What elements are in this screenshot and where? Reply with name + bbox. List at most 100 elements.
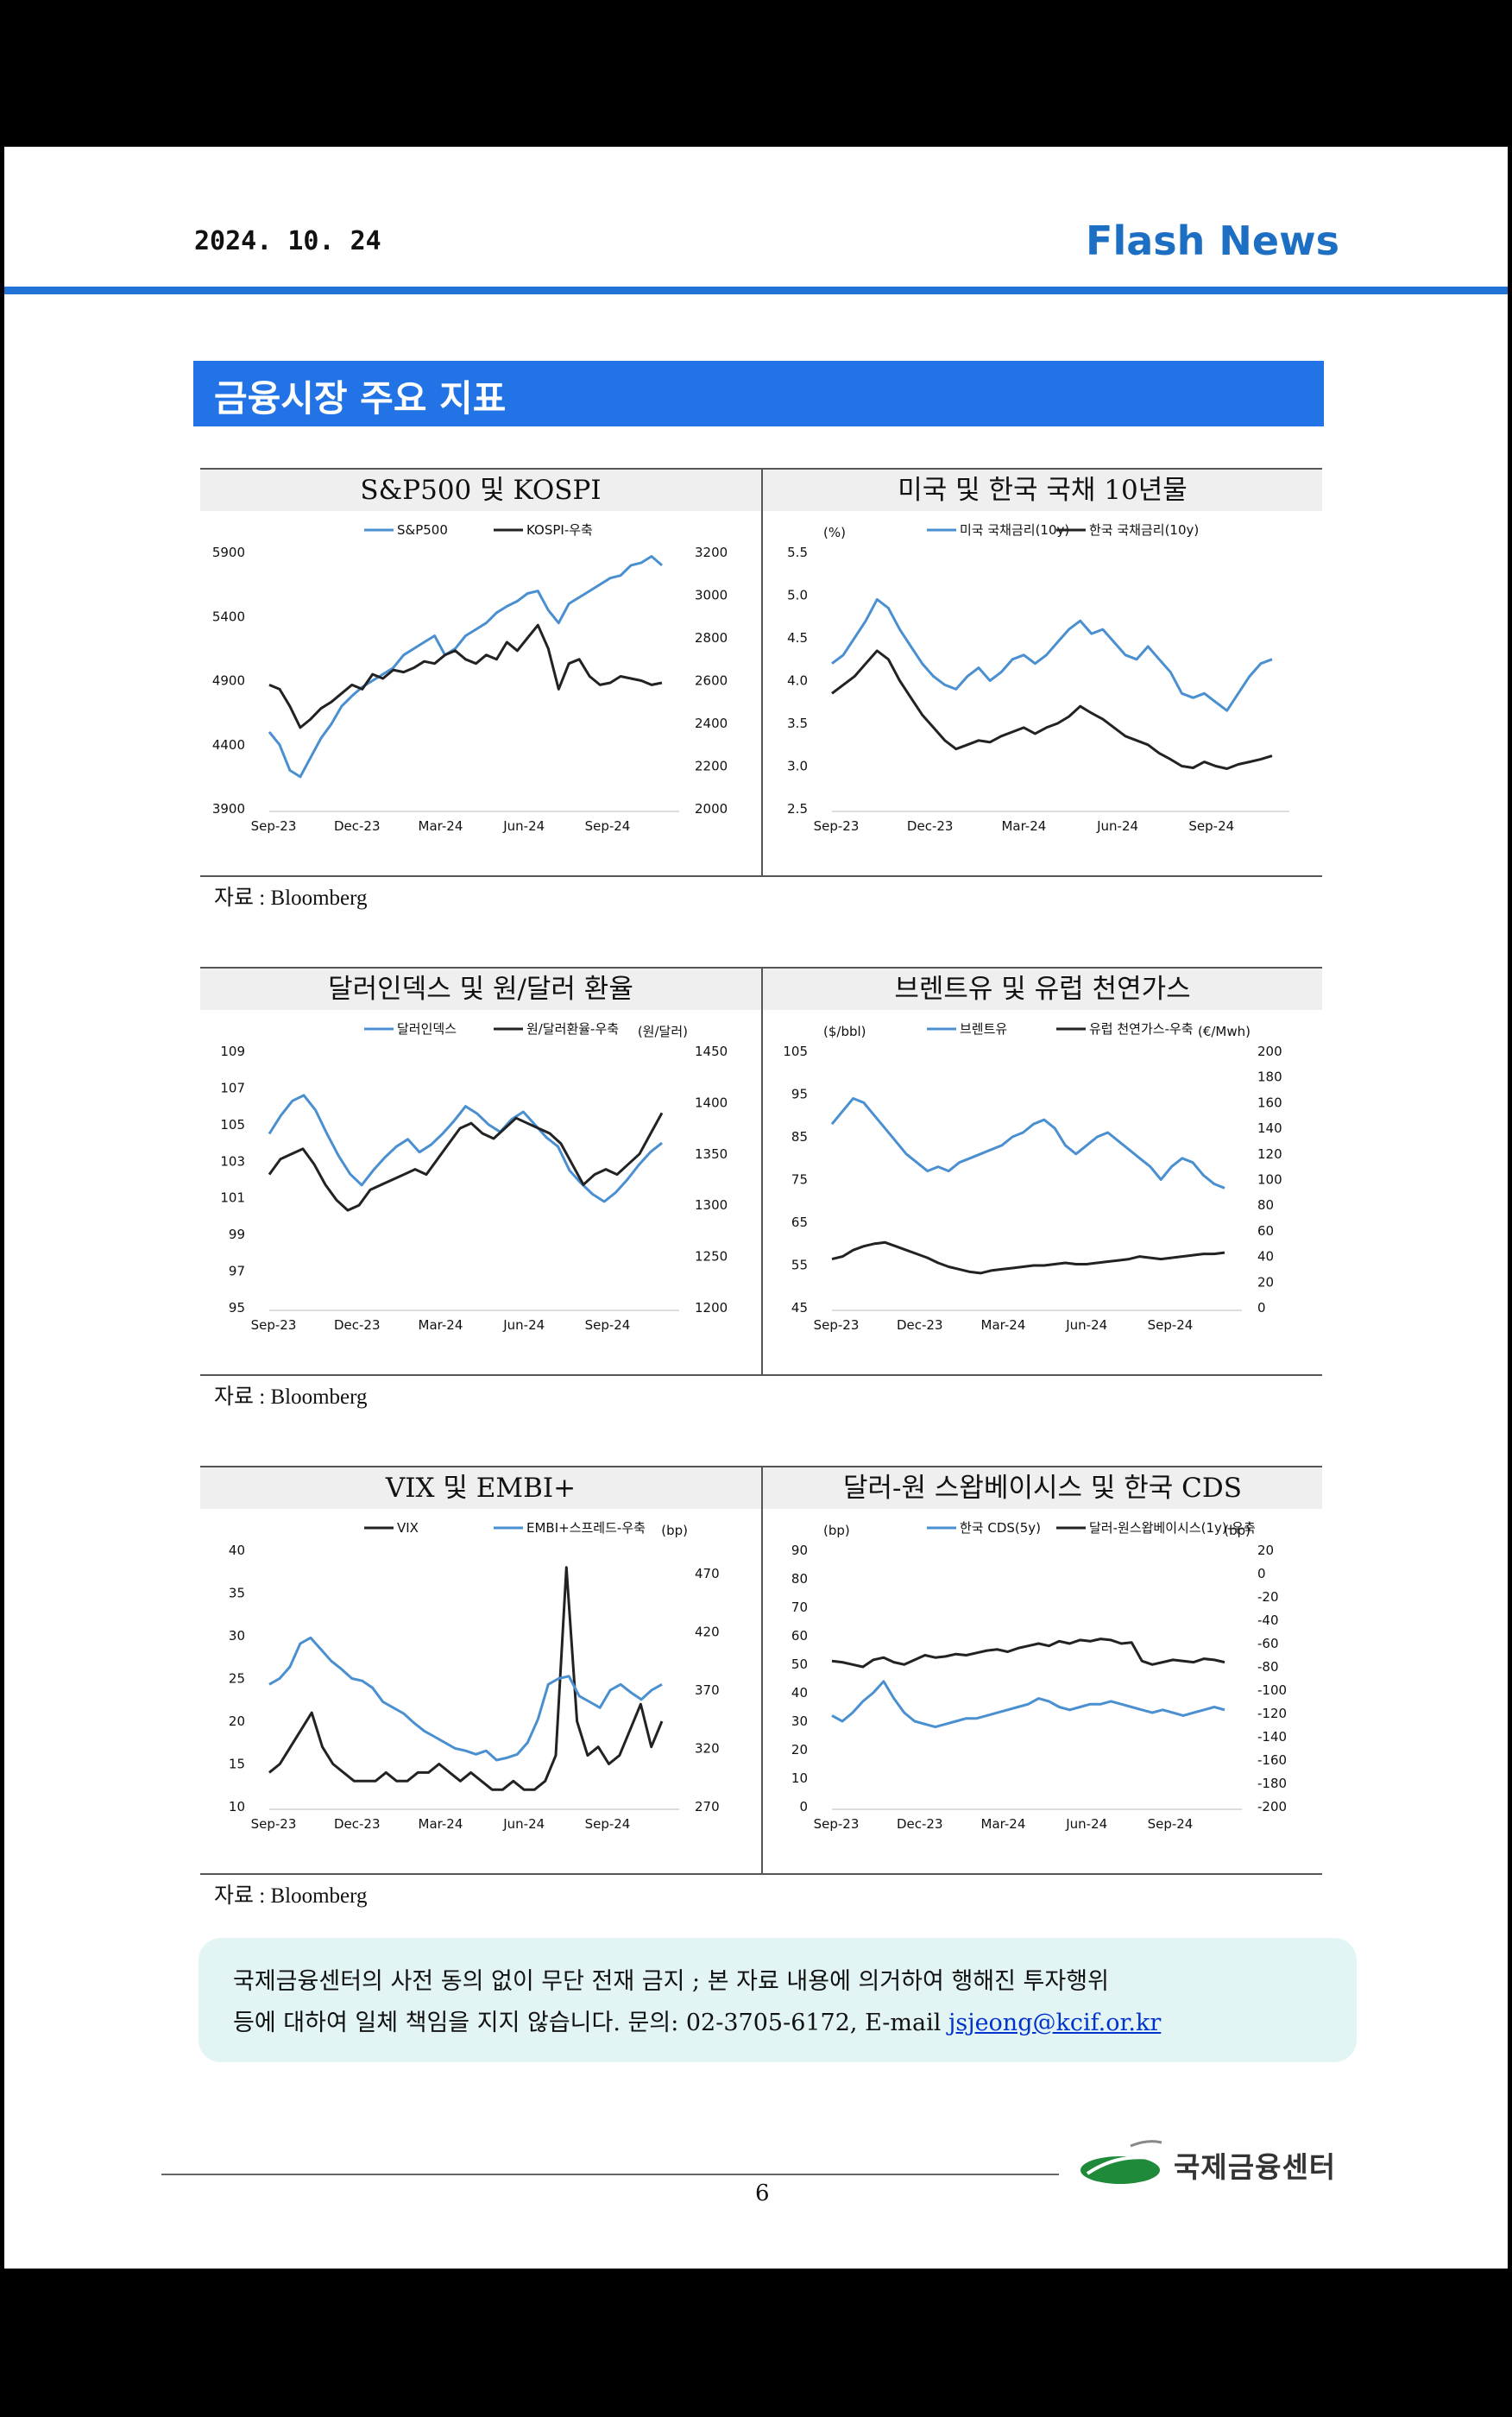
y-axis-tick: 10 (791, 1770, 808, 1786)
y-axis-tick: 5400 (212, 609, 245, 624)
x-axis-tick: Jun-24 (502, 1317, 545, 1333)
page-number: 6 (755, 2180, 770, 2206)
y2-axis-tick: 60 (1257, 1223, 1274, 1239)
contact-email-link[interactable]: jsjeong@kcif.or.kr (948, 2010, 1162, 2036)
legend-entry: KOSPI-우축 (526, 522, 593, 538)
y2-axis-tick: 470 (695, 1566, 720, 1581)
y-axis-tick: 5900 (212, 545, 245, 560)
series-line (831, 1240, 1225, 1275)
y2-axis-tick: -40 (1257, 1612, 1279, 1628)
y2-axis-tick: -120 (1257, 1706, 1287, 1721)
series-line (831, 1638, 1225, 1669)
x-axis-tick: Sep-23 (251, 818, 297, 834)
y-axis-tick: 40 (229, 1543, 245, 1558)
chart-vix-embi: 40 35 30 25 20 15 10 470 420 370 320 270 (bp) Sep-23 D… (229, 1520, 720, 1832)
header-rule (4, 287, 1508, 294)
y-axis-tick: 3.0 (787, 759, 808, 774)
x-axis-tick: Dec-23 (334, 1816, 381, 1832)
series-line (268, 1636, 663, 1762)
x-axis-tick: Dec-23 (334, 818, 381, 834)
chart-panel-dollar-index-krw: 달러인덱스 및 원/달러 환율 109 107 105 103 101 99 97 95 145… (200, 969, 761, 1374)
y2-axis-unit: (원/달러) (638, 1024, 688, 1039)
chart-bond-10y: 5.5 5.0 4.5 4.0 3.5 3.0 2.5 (%) Sep-23 Dec-23 Mar-… (787, 522, 1289, 834)
x-axis-tick: Sep-24 (1188, 818, 1234, 834)
y2-axis-tick: -20 (1257, 1589, 1279, 1605)
source-note: 자료 : Bloomberg (214, 1884, 368, 1908)
y2-axis-tick: 1200 (695, 1300, 728, 1316)
y2-axis-unit: (€/Mwh) (1198, 1024, 1251, 1039)
y-axis-tick: 40 (791, 1685, 808, 1701)
y-axis-tick: 101 (220, 1190, 245, 1206)
legend-entry: 한국 CDS(5y) (960, 1520, 1041, 1536)
y-axis-tick: 97 (229, 1264, 245, 1279)
y2-axis-tick: -80 (1257, 1659, 1279, 1675)
y-axis-tick: 50 (791, 1657, 808, 1672)
y2-axis-tick: 200 (1257, 1044, 1282, 1059)
x-axis-tick: Mar-24 (419, 1816, 463, 1832)
legend-entry: 달러-원스왑베이시스(1y)-우축 (1089, 1520, 1256, 1536)
y2-axis-tick: 2000 (695, 801, 728, 817)
y2-axis-tick: -160 (1257, 1752, 1287, 1768)
y2-axis-tick: 1300 (695, 1197, 728, 1213)
x-axis-tick: Jun-24 (502, 818, 545, 834)
y-axis-tick: 99 (229, 1227, 245, 1242)
legend-entry: S&P500 (397, 522, 448, 538)
y-axis-tick: 90 (791, 1543, 808, 1558)
chart-panel-bond-10y: 미국 및 한국 국채 10년물 5.5 5.0 4.5 4.0 3.5 3.0 2.5 (%)… (763, 470, 1322, 875)
x-axis-tick: Dec-23 (334, 1317, 381, 1333)
panel-divider (761, 969, 763, 1374)
chart-title: 미국 및 한국 국채 10년물 (763, 470, 1322, 511)
x-axis-tick: Dec-23 (897, 1317, 943, 1333)
y-axis-tick: 80 (791, 1571, 808, 1587)
y-axis-tick: 35 (229, 1586, 245, 1601)
x-axis-tick: Sep-24 (585, 1317, 631, 1333)
disclaimer-text: 등에 대하여 일체 책임을 지지 않습니다. 문의: 02-3705-6172,… (233, 2010, 948, 2036)
section-header: 금융시장 주요 지표 (193, 361, 1324, 426)
chart-panel-vix-embi: VIX 및 EMBI+ 40 35 30 25 20 15 10 470 420 370 320 27… (200, 1467, 761, 1873)
y2-axis-tick: 3000 (695, 588, 728, 603)
chart-row-3: VIX 및 EMBI+ 40 35 30 25 20 15 10 470 420 370 320 27… (200, 1466, 1322, 1875)
legend-entry: VIX (397, 1520, 419, 1536)
series-line (268, 1566, 664, 1791)
y2-axis-tick: 180 (1257, 1070, 1282, 1085)
y-axis-unit: (bp) (823, 1523, 850, 1538)
chart-swap-cds: 90 80 70 60 50 40 30 20 10 0 (bp) 20 0 -20 -40 -60 -80 -1… (791, 1520, 1287, 1832)
y2-axis-tick: 3200 (695, 545, 728, 560)
y-axis-unit: ($/bbl) (823, 1024, 866, 1039)
series-line (268, 623, 663, 729)
source-note: 자료 : Bloomberg (214, 887, 368, 910)
y-axis-tick: 4.5 (787, 630, 808, 646)
x-axis-tick: Sep-24 (585, 1816, 631, 1832)
x-axis-tick: Jun-24 (502, 1816, 545, 1832)
y2-axis-tick: 0 (1257, 1300, 1266, 1316)
y-axis-tick: 95 (791, 1087, 808, 1102)
y-axis-tick: 70 (791, 1600, 808, 1615)
y-axis-tick: 3900 (212, 801, 245, 817)
legend-entry: 미국 국채금리(10y) (960, 522, 1069, 538)
y-axis-tick: 105 (220, 1117, 245, 1133)
y2-axis-unit: (bp) (661, 1523, 688, 1538)
y2-axis-tick: 2800 (695, 630, 728, 646)
y-axis-tick: 103 (220, 1153, 245, 1169)
x-axis-tick: Jun-24 (1065, 1317, 1107, 1333)
chart-row-1: S&P500 및 KOSPI 5900 5400 4900 4400 3900 3200 3… (200, 468, 1322, 877)
x-axis-tick: Mar-24 (1001, 818, 1046, 834)
y-axis-tick: 4900 (212, 673, 245, 689)
x-axis-tick: Mar-24 (981, 1816, 1026, 1832)
y2-axis-tick: 120 (1257, 1146, 1282, 1162)
section-title: 금융시장 주요 지표 (214, 377, 507, 420)
kcif-logo: 국제금융센터 (1079, 2134, 1346, 2194)
chart-panel-sp500-kospi: S&P500 및 KOSPI 5900 5400 4900 4400 3900 3200 3… (200, 470, 761, 875)
x-axis-tick: Mar-24 (419, 818, 463, 834)
panel-divider (761, 470, 763, 875)
report-page: 2024. 10. 24 Flash News 금융시장 주요 지표 S&P50… (4, 147, 1508, 2269)
y2-axis-tick: -140 (1257, 1729, 1287, 1745)
chart-title: 달러-원 스왑베이시스 및 한국 CDS (763, 1467, 1322, 1509)
y-axis-tick: 5.0 (787, 588, 808, 603)
org-name: 국제금융센터 (1174, 2150, 1337, 2184)
y-axis-tick: 85 (791, 1129, 808, 1145)
chart-dollar-index-krw: 109 107 105 103 101 99 97 95 1450 1400 1350 1300 125… (220, 1021, 728, 1333)
x-axis-tick: Sep-23 (251, 1816, 297, 1832)
disclaimer-line-2: 등에 대하여 일체 책임을 지지 않습니다. 문의: 02-3705-6172,… (233, 2004, 1161, 2037)
x-axis-tick: Mar-24 (419, 1317, 463, 1333)
